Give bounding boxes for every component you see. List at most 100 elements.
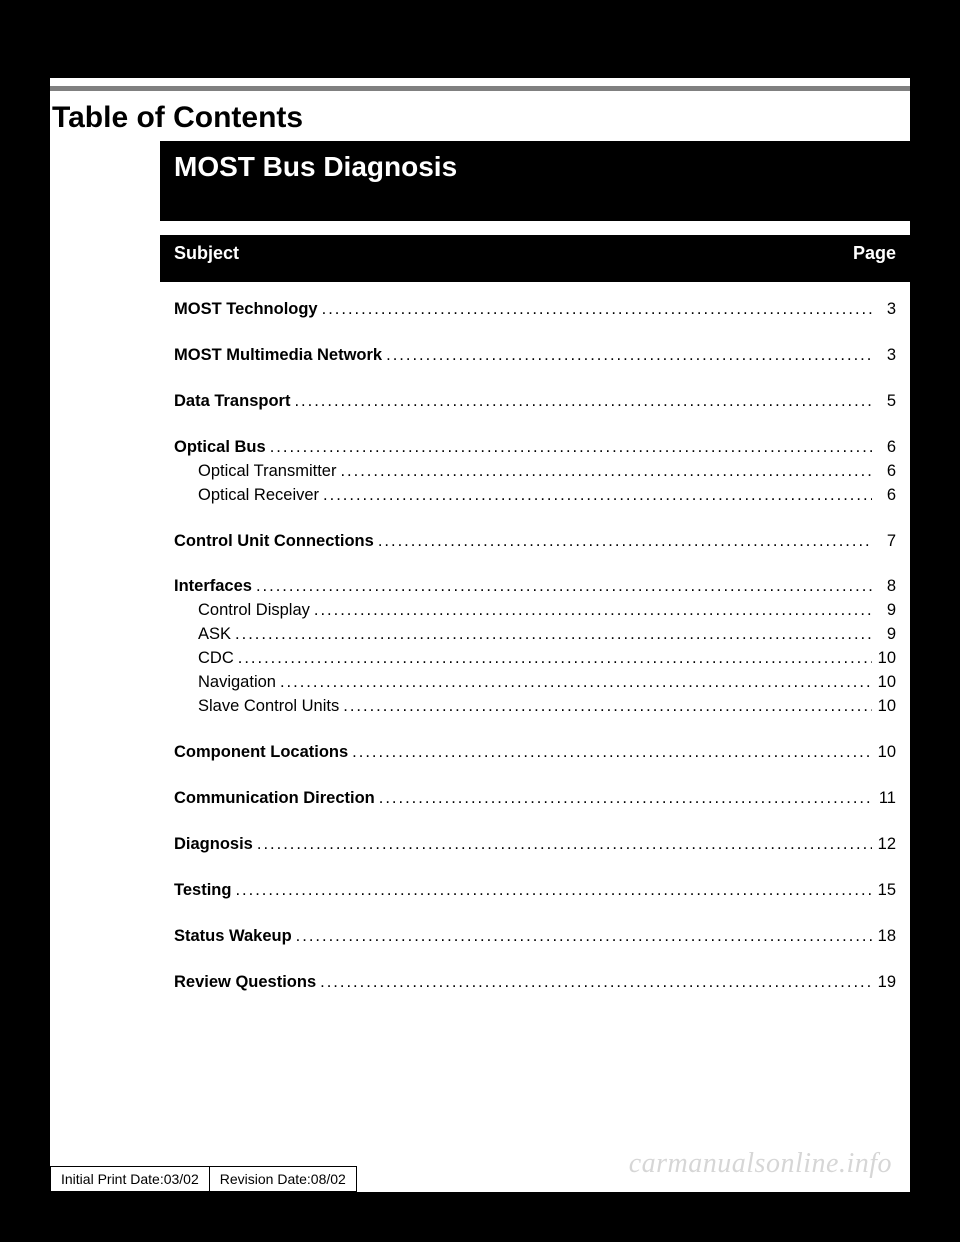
toc-leader-dots (290, 390, 872, 414)
toc-entry-page: 6 (872, 460, 896, 484)
toc-entry-label: Control Display (174, 599, 310, 623)
toc-leader-dots (316, 971, 872, 995)
toc-entry: Control Display 9 (174, 599, 896, 623)
toc-gap (174, 903, 896, 925)
document-page: Table of Contents MOST Bus Diagnosis Sub… (50, 50, 910, 1192)
toc-gap (174, 508, 896, 530)
toc-entry-label: ASK (174, 623, 231, 647)
toc-gap (174, 857, 896, 879)
toc-entry-label: Testing (174, 879, 231, 903)
toc-leader-dots (382, 344, 872, 368)
toc-entry: Review Questions 19 (174, 971, 896, 995)
toc-entry-label: Review Questions (174, 971, 316, 995)
toc-leader-dots (339, 695, 872, 719)
toc-entry-page: 9 (872, 599, 896, 623)
header-page: Page (853, 243, 896, 264)
toc-entry-page: 18 (872, 925, 896, 949)
toc-entry-page: 3 (872, 298, 896, 322)
toc-entry-page: 8 (872, 575, 896, 599)
toc-entry-label: MOST Multimedia Network (174, 344, 382, 368)
toc-leader-dots (252, 575, 872, 599)
toc-leader-dots (375, 787, 872, 811)
toc-entry-page: 10 (872, 741, 896, 765)
footer-row: Initial Print Date:03/02 Revision Date:0… (50, 1166, 357, 1192)
toc-leader-dots (266, 436, 872, 460)
toc-gap (174, 368, 896, 390)
toc-gap (174, 811, 896, 833)
header-subject: Subject (174, 243, 239, 264)
toc-entry-label: Interfaces (174, 575, 252, 599)
toc-entry-label: Data Transport (174, 390, 290, 414)
toc-entry-page: 6 (872, 436, 896, 460)
toc-leader-dots (336, 460, 872, 484)
top-black-bar (50, 50, 910, 78)
footer-revision-date: Revision Date:08/02 (210, 1166, 357, 1192)
watermark-text: carmanualsonline.info (629, 1148, 892, 1180)
toc-entry-page: 10 (872, 671, 896, 695)
footer-initial-date: Initial Print Date:03/02 (50, 1166, 210, 1192)
toc-gap (174, 414, 896, 436)
toc-entry-label: Slave Control Units (174, 695, 339, 719)
toc-entry: Component Locations 10 (174, 741, 896, 765)
toc-entry: Data Transport 5 (174, 390, 896, 414)
toc-entry-label: Navigation (174, 671, 276, 695)
toc-entry-page: 9 (872, 623, 896, 647)
column-header-block: Subject Page (160, 235, 910, 282)
toc-gap (174, 949, 896, 971)
toc-entry-page: 5 (872, 390, 896, 414)
toc-entry-label: Optical Receiver (174, 484, 319, 508)
toc-entry-label: Diagnosis (174, 833, 253, 857)
toc-heading: Table of Contents (50, 91, 910, 141)
toc-entry: Optical Bus 6 (174, 436, 896, 460)
toc-entry-page: 7 (872, 530, 896, 554)
toc-entries: MOST Technology 3 MOST Multimedia Network 3… (160, 282, 910, 995)
toc-entry-label: Control Unit Connections (174, 530, 374, 554)
toc-leader-dots (310, 599, 872, 623)
toc-entry: Optical Receiver 6 (174, 484, 896, 508)
toc-entry: Slave Control Units 10 (174, 695, 896, 719)
toc-entry-label: Optical Transmitter (174, 460, 336, 484)
toc-leader-dots (276, 671, 872, 695)
toc-entry-page: 6 (872, 484, 896, 508)
toc-gap (174, 322, 896, 344)
toc-entry: Optical Transmitter 6 (174, 460, 896, 484)
document-frame: Table of Contents MOST Bus Diagnosis Sub… (0, 0, 960, 1242)
toc-gap (174, 719, 896, 741)
toc-entry: MOST Technology 3 (174, 298, 896, 322)
toc-leader-dots (253, 833, 872, 857)
toc-entry-page: 12 (872, 833, 896, 857)
toc-entry-page: 3 (872, 344, 896, 368)
toc-gap (174, 553, 896, 575)
toc-entry-page: 19 (872, 971, 896, 995)
toc-entry-page: 11 (872, 787, 896, 811)
toc-leader-dots (234, 647, 872, 671)
toc-entry-label: CDC (174, 647, 234, 671)
toc-entry: Testing 15 (174, 879, 896, 903)
toc-gap (174, 765, 896, 787)
toc-entry: Diagnosis 12 (174, 833, 896, 857)
toc-entry: Interfaces 8 (174, 575, 896, 599)
toc-leader-dots (319, 484, 872, 508)
toc-entry-page: 10 (872, 647, 896, 671)
toc-entry-page: 10 (872, 695, 896, 719)
toc-entry: Status Wakeup 18 (174, 925, 896, 949)
toc-entry-label: Optical Bus (174, 436, 266, 460)
toc-leader-dots (348, 741, 872, 765)
toc-entry: Control Unit Connections 7 (174, 530, 896, 554)
toc-leader-dots (374, 530, 872, 554)
toc-entry: MOST Multimedia Network 3 (174, 344, 896, 368)
toc-leader-dots (292, 925, 872, 949)
toc-leader-dots (231, 879, 872, 903)
toc-entry-label: Communication Direction (174, 787, 375, 811)
toc-entry-page: 15 (872, 879, 896, 903)
toc-entry: Communication Direction 11 (174, 787, 896, 811)
main-title: MOST Bus Diagnosis (174, 151, 896, 183)
toc-entry-label: Component Locations (174, 741, 348, 765)
toc-leader-dots (231, 623, 872, 647)
toc-entry-label: Status Wakeup (174, 925, 292, 949)
title-block: MOST Bus Diagnosis (160, 141, 910, 221)
toc-entry: CDC 10 (174, 647, 896, 671)
toc-leader-dots (318, 298, 872, 322)
toc-entry: Navigation 10 (174, 671, 896, 695)
toc-entry-label: MOST Technology (174, 298, 318, 322)
